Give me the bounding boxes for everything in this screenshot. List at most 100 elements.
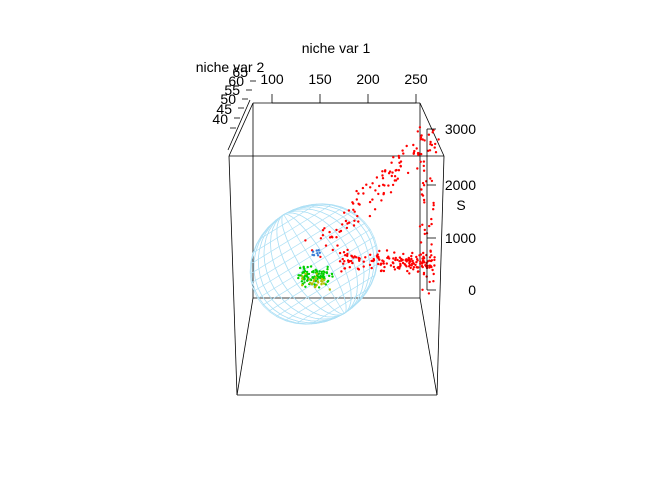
data-point <box>331 275 334 278</box>
data-point <box>320 282 323 285</box>
data-point <box>422 164 425 168</box>
data-point <box>369 253 372 256</box>
data-point <box>320 277 324 281</box>
data-point <box>414 263 417 267</box>
data-point <box>338 260 342 263</box>
ellipsoid-parallel <box>250 207 344 265</box>
data-point <box>303 281 306 284</box>
data-point <box>412 143 415 147</box>
data-point <box>415 261 418 264</box>
data-point <box>387 172 391 175</box>
data-point <box>412 266 416 269</box>
data-point <box>320 279 323 283</box>
data-points <box>297 126 440 295</box>
data-point <box>297 274 300 277</box>
data-point <box>418 126 422 129</box>
data-point <box>401 149 404 152</box>
data-point <box>410 257 413 261</box>
data-point <box>419 260 422 263</box>
data-point <box>308 278 311 281</box>
y-tick-label: 65 <box>232 64 248 80</box>
data-point <box>411 251 414 255</box>
data-point <box>396 258 399 262</box>
data-point <box>394 179 398 182</box>
data-point <box>382 269 386 273</box>
data-point <box>368 263 372 267</box>
data-point <box>394 258 397 262</box>
data-point <box>312 271 315 274</box>
data-point <box>350 259 353 263</box>
data-point <box>433 264 436 267</box>
data-point <box>428 264 432 267</box>
data-point <box>397 169 401 172</box>
data-point <box>316 252 319 255</box>
data-point <box>430 254 433 257</box>
data-point <box>416 266 419 269</box>
data-point <box>378 258 381 261</box>
data-point <box>424 264 427 267</box>
data-point <box>317 281 320 284</box>
data-point <box>408 263 411 267</box>
data-point <box>368 200 372 204</box>
data-point <box>395 168 398 172</box>
z-axis: 0 1000 2000 3000 <box>426 121 476 298</box>
data-point <box>330 272 334 276</box>
data-point <box>422 273 426 276</box>
data-point <box>408 272 411 275</box>
data-point <box>392 265 396 269</box>
data-point <box>411 259 414 263</box>
data-point <box>305 270 309 274</box>
data-point <box>388 257 391 260</box>
data-point <box>419 160 422 163</box>
data-point <box>433 258 436 262</box>
data-point <box>397 156 401 159</box>
data-point <box>322 272 325 276</box>
data-point <box>432 201 435 205</box>
ellipsoid-parallel <box>262 236 375 306</box>
y-tick-label: 40 <box>212 111 228 127</box>
data-point <box>378 184 381 188</box>
data-point <box>345 226 349 230</box>
data-point <box>429 249 432 252</box>
data-point <box>423 139 426 142</box>
data-point <box>362 260 365 263</box>
data-point <box>422 259 425 262</box>
data-point <box>317 249 320 252</box>
data-point <box>392 156 395 159</box>
data-point <box>416 167 419 170</box>
data-point <box>375 176 379 179</box>
data-point <box>421 138 424 141</box>
data-point <box>318 251 321 254</box>
x-axis: 100 150 200 250 <box>260 71 428 104</box>
data-point <box>427 149 430 152</box>
data-point <box>382 193 385 196</box>
data-point <box>379 269 383 273</box>
data-point <box>428 149 432 152</box>
data-point <box>422 198 426 202</box>
data-point <box>423 228 426 232</box>
data-point <box>425 261 428 265</box>
data-point <box>309 265 313 268</box>
data-point <box>383 265 386 269</box>
data-point <box>422 169 426 172</box>
x-axis-label: niche var 1 <box>302 40 371 56</box>
data-point <box>411 262 414 265</box>
data-point <box>352 202 355 205</box>
data-point <box>402 252 405 256</box>
x-tick-label: 100 <box>260 71 284 87</box>
data-point <box>340 270 343 273</box>
data-point <box>398 260 401 263</box>
data-point <box>377 262 380 266</box>
data-point <box>382 260 385 263</box>
data-point <box>389 264 393 267</box>
data-point <box>321 275 325 278</box>
data-point <box>381 174 384 177</box>
data-point <box>419 253 423 256</box>
z-tick-label: 3000 <box>445 121 476 137</box>
data-point <box>369 186 372 189</box>
data-point <box>328 274 331 278</box>
data-point <box>362 265 365 268</box>
data-point <box>432 280 435 283</box>
